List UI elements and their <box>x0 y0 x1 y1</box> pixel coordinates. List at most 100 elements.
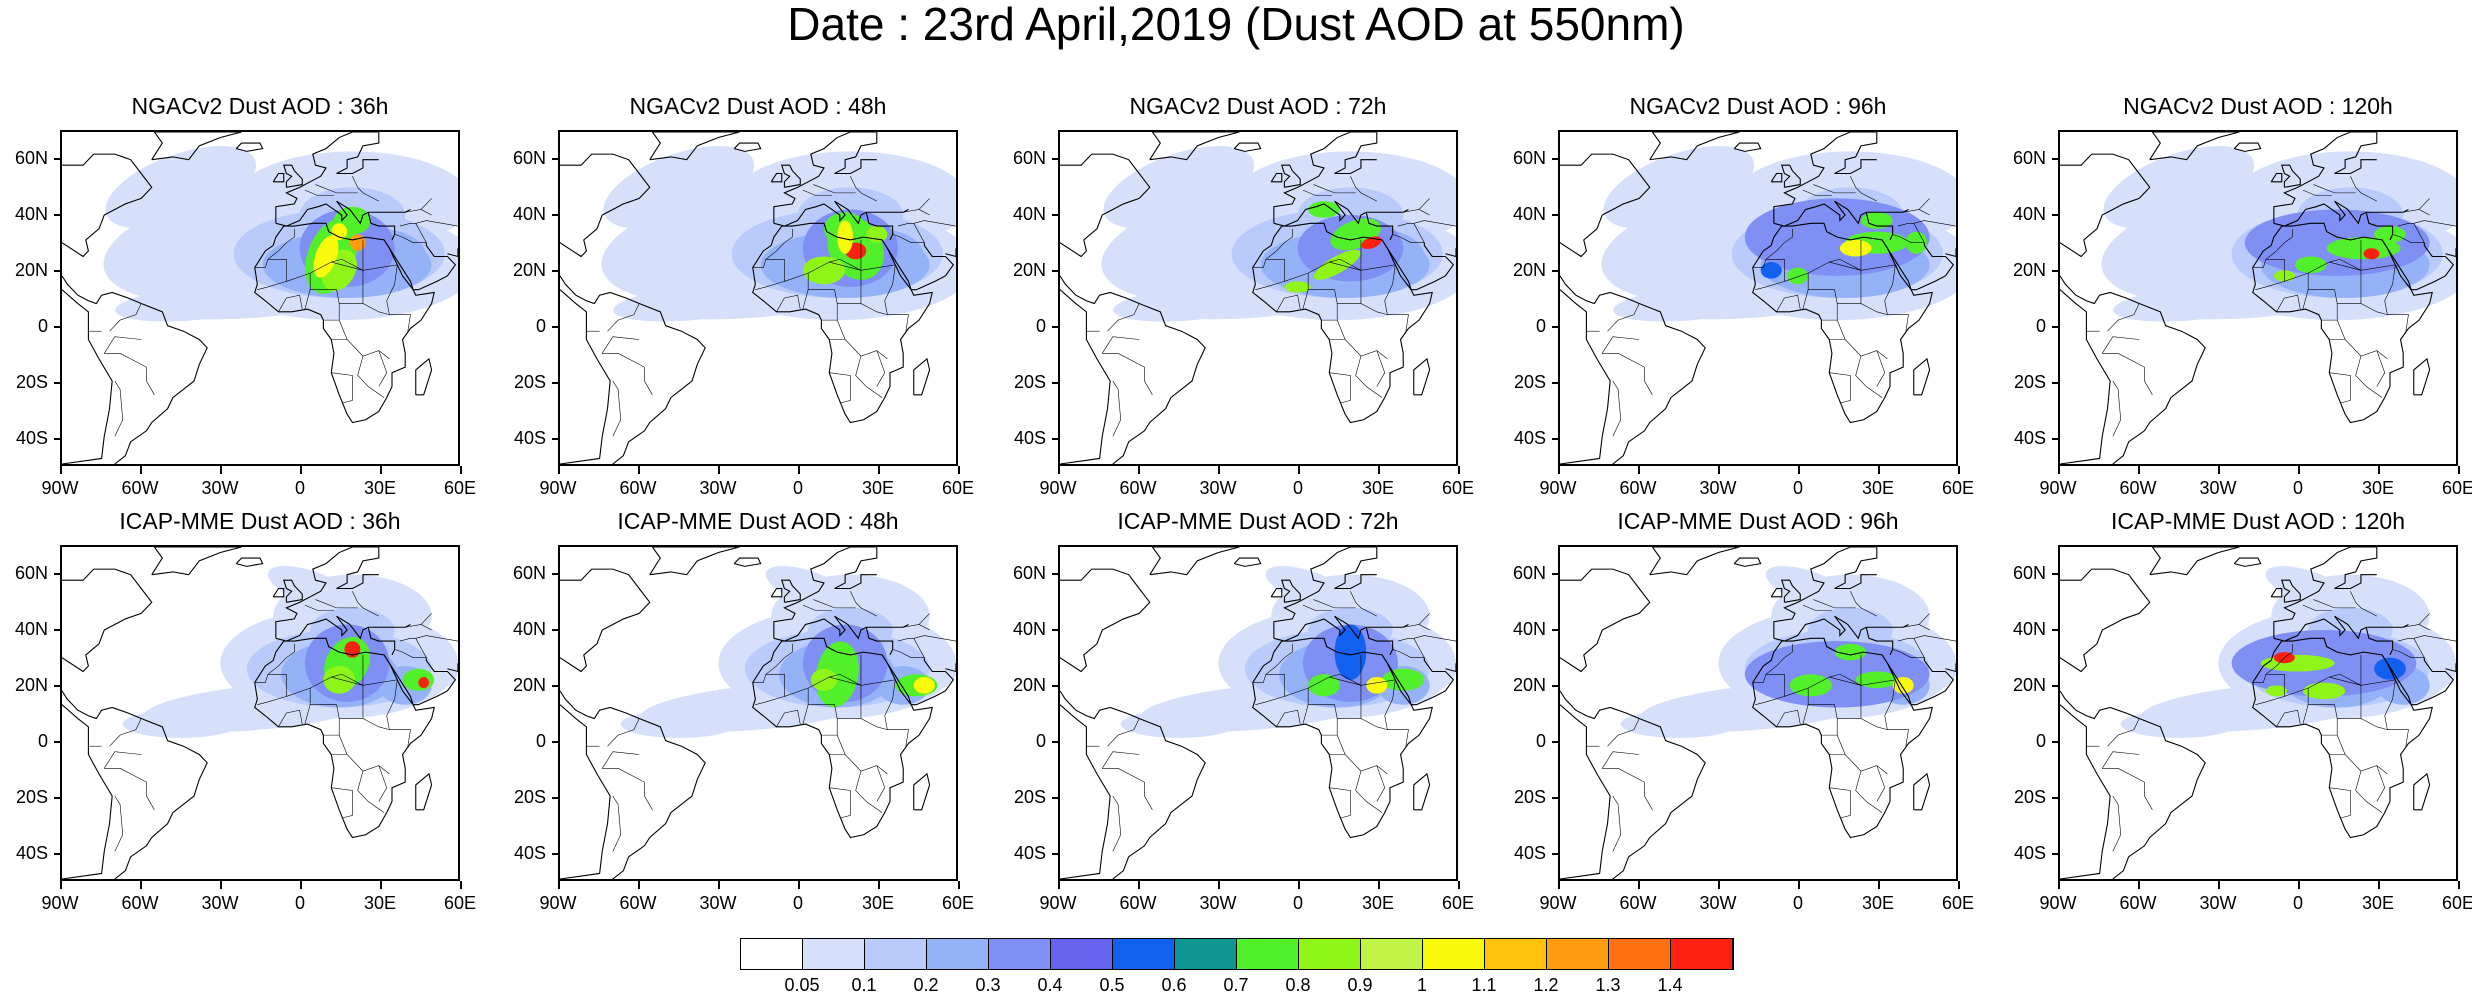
lat-tick-label: 40S <box>15 428 48 448</box>
lon-tick <box>1638 466 1640 474</box>
coastline <box>2365 212 2394 241</box>
lat-tick <box>1552 326 1558 328</box>
country-border <box>855 771 883 813</box>
lon-tick-label: 60E <box>1941 478 1975 498</box>
coastline <box>945 663 956 673</box>
lat-tick <box>2052 270 2058 272</box>
country-border <box>1836 303 1888 360</box>
colorbar-label: 0.05 <box>784 975 820 995</box>
coastline <box>62 289 113 464</box>
country-border <box>2360 303 2388 315</box>
colorbar-label: 0.3 <box>975 975 1001 995</box>
country-border <box>2355 356 2383 398</box>
lat-tick-label: 20N <box>2012 260 2046 280</box>
country-border <box>2350 176 2377 202</box>
country-border <box>357 356 385 398</box>
lon-tick-label: 30W <box>699 893 737 913</box>
country-border <box>2276 709 2301 727</box>
country-border <box>1802 673 1862 725</box>
lat-tick-label: 40S <box>513 428 546 448</box>
country-border <box>802 673 862 725</box>
lon-tick <box>1138 881 1140 889</box>
coastline <box>773 615 909 642</box>
dust-aod-field <box>103 146 458 322</box>
country-border <box>1802 189 1832 196</box>
country-border <box>1918 198 1930 210</box>
country-border <box>1876 350 1886 387</box>
country-border <box>903 209 930 216</box>
lat-tick <box>54 214 60 216</box>
panel-title: ICAP-MME Dust AOD : 120h <box>2111 508 2405 534</box>
coastline <box>1945 248 1956 258</box>
country-border <box>829 787 851 819</box>
country-border <box>860 303 888 315</box>
map-panel <box>1058 130 1458 466</box>
country-border <box>103 336 155 395</box>
lat-tick-label: 60N <box>1512 148 1546 168</box>
country-border <box>860 264 909 332</box>
lon-tick-label: 0 <box>792 893 803 913</box>
country-border <box>612 380 622 437</box>
country-border <box>1612 380 1622 437</box>
lat-tick <box>552 629 558 631</box>
lon-tick <box>220 466 222 474</box>
country-border <box>415 635 458 642</box>
lon-tick-label: 60W <box>1119 893 1157 913</box>
lat-tick <box>1552 629 1558 631</box>
colorbar-swatch <box>1485 939 1547 969</box>
country-border <box>2360 264 2409 332</box>
country-border <box>918 198 930 210</box>
country-border <box>876 350 886 387</box>
country-border <box>802 189 832 196</box>
country-border <box>1360 718 1388 730</box>
country-border <box>1397 223 1425 243</box>
country-border <box>1752 643 1793 683</box>
country-border <box>802 258 862 310</box>
coastline <box>2413 357 2431 396</box>
lat-tick-label: 40N <box>2012 204 2046 224</box>
lat-tick-label: 40N <box>1012 619 1046 639</box>
coastline <box>886 242 955 291</box>
country-border <box>415 220 458 227</box>
coastline <box>560 704 611 879</box>
country-border <box>2397 223 2425 243</box>
country-border <box>860 679 909 747</box>
panel-title: NGACv2 Dust AOD : 96h <box>1629 93 1887 119</box>
coastline <box>2060 690 2206 879</box>
coastline <box>1060 289 1111 464</box>
lon-tick-label: 60W <box>619 893 657 913</box>
coastline <box>1913 772 1931 811</box>
lat-tick <box>1552 438 1558 440</box>
lat-tick-label: 40N <box>1012 204 1046 224</box>
lat-tick-label: 20S <box>513 372 546 392</box>
coastline <box>1273 615 1409 642</box>
country-border <box>1860 264 1909 332</box>
lat-tick-label: 60N <box>1012 563 1046 583</box>
coastline <box>2445 248 2456 258</box>
coastline <box>1281 579 1301 603</box>
country-border <box>1355 356 1383 398</box>
lon-tick-label: 30E <box>1861 478 1895 498</box>
country-border <box>2376 765 2386 802</box>
lon-tick-label: 90W <box>2039 478 2077 498</box>
colorbar <box>740 938 1734 970</box>
lat-tick <box>54 438 60 440</box>
coastline <box>283 164 303 188</box>
coastline <box>773 132 878 224</box>
lon-tick-label: 30W <box>1199 478 1237 498</box>
lon-tick <box>1638 881 1640 889</box>
coastline <box>1560 690 1706 879</box>
coastline <box>1886 657 1955 706</box>
country-border <box>114 795 124 852</box>
colorbar-label: 1.2 <box>1533 975 1559 995</box>
country-border <box>1413 220 1456 227</box>
lat-tick <box>1052 158 1058 160</box>
lon-tick-label: 30E <box>1361 478 1395 498</box>
country-border <box>1360 303 1388 315</box>
colorbar-label: 1.4 <box>1657 975 1683 995</box>
coastline <box>2149 132 2240 161</box>
country-border <box>1892 234 1925 243</box>
lat-tick-label: 0 <box>535 731 546 751</box>
country-border <box>1413 635 1456 642</box>
coastline <box>235 557 264 567</box>
